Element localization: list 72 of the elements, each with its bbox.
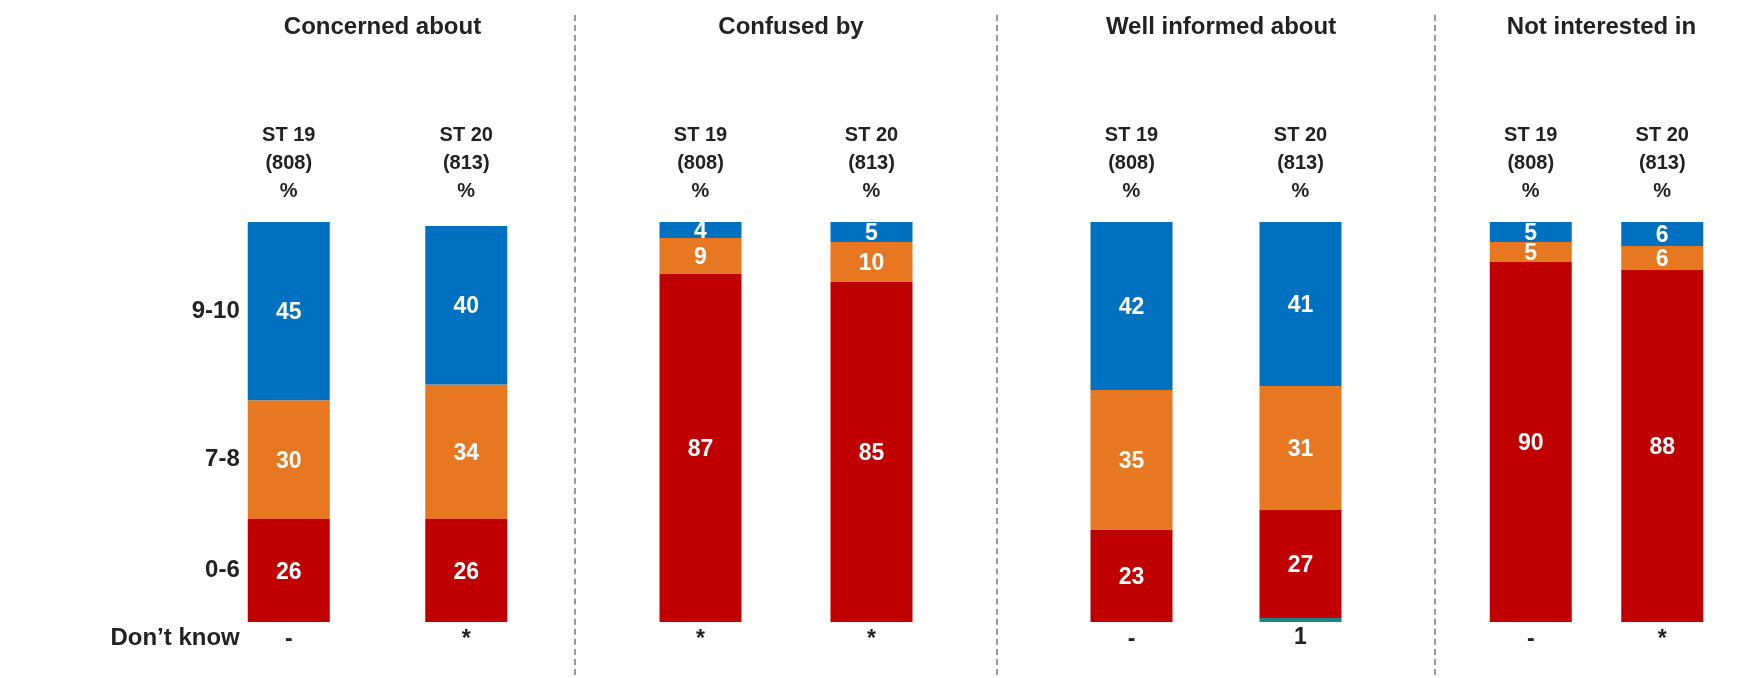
bar (1489, 262, 1572, 622)
text: Don’t know (110, 622, 241, 650)
data-label: 45 (275, 298, 302, 325)
bar (1621, 246, 1704, 270)
annotation: - (284, 624, 293, 651)
data-label: 10 (858, 249, 885, 275)
data-label: 34 (453, 438, 480, 465)
data-label: 26 (275, 557, 302, 584)
annotation: - (1127, 624, 1136, 651)
bar (1259, 386, 1342, 510)
bar (830, 282, 913, 622)
bar (1621, 222, 1704, 246)
bar (247, 519, 330, 622)
data-label: 1 (1294, 622, 1308, 649)
x-tick-label: ST 20 (813) % (1635, 123, 1689, 201)
data-label: 5 (865, 219, 879, 245)
bar (659, 238, 742, 274)
data-label: 4 (694, 217, 708, 243)
data-label: 41 (1287, 291, 1314, 317)
data-label: 6 (1655, 245, 1669, 271)
x-tick-label: ST 20 (813) % (844, 123, 899, 201)
data-label: 5 (1524, 239, 1538, 265)
bar (659, 222, 742, 238)
x-tick-label: ST 19 (808) % (262, 123, 316, 201)
bar (1090, 222, 1173, 390)
bar (1259, 618, 1342, 622)
data-label: 9 (694, 243, 707, 269)
chart-title: Confused by (718, 11, 865, 39)
bar (1090, 530, 1173, 622)
annotation: * (867, 624, 877, 651)
chart-title: Concerned about (283, 11, 482, 39)
annotation: - (1526, 624, 1535, 651)
series-label: 7-8 (205, 444, 240, 472)
bar (1489, 222, 1572, 242)
bar (425, 225, 508, 385)
data-label: 40 (453, 292, 480, 319)
annotation: * (461, 624, 471, 651)
data-label: 30 (275, 446, 302, 473)
data-label: 27 (1287, 551, 1314, 577)
series-label: 0-6 (205, 555, 240, 583)
data-label: 31 (1287, 435, 1314, 461)
bar (830, 242, 913, 282)
bar (1621, 270, 1704, 622)
x-tick-label: ST 19 (808) % (1504, 123, 1558, 201)
bar (425, 384, 508, 520)
annotation: * (696, 624, 706, 651)
bar (1090, 390, 1173, 530)
data-label: 26 (453, 557, 480, 584)
x-tick-label: ST 20 (813) % (1273, 123, 1328, 201)
bar (1259, 222, 1342, 386)
data-label: 35 (1118, 447, 1145, 473)
bar (425, 519, 508, 622)
chart-title: Not interested in (1506, 11, 1697, 39)
data-label: 23 (1118, 563, 1145, 589)
bar (1489, 242, 1572, 262)
series-label: 9-10 (191, 295, 240, 323)
x-tick-label: ST 19 (808) % (1104, 123, 1159, 201)
bar (247, 222, 330, 401)
data-label: 42 (1118, 293, 1145, 319)
bar (830, 222, 913, 242)
x-tick-label: ST 19 (808) % (673, 123, 728, 201)
data-label: 88 (1649, 433, 1676, 459)
data-label: 87 (687, 435, 714, 461)
chart-title: Well informed about (1105, 11, 1337, 39)
data-label: 85 (858, 439, 885, 465)
x-tick-label: ST 20 (813) % (439, 123, 493, 201)
bar (1259, 510, 1342, 618)
bar (659, 274, 742, 622)
annotation: * (1657, 624, 1667, 651)
bar (247, 400, 330, 520)
data-label: 90 (1517, 429, 1544, 455)
data-label: 6 (1655, 221, 1669, 247)
